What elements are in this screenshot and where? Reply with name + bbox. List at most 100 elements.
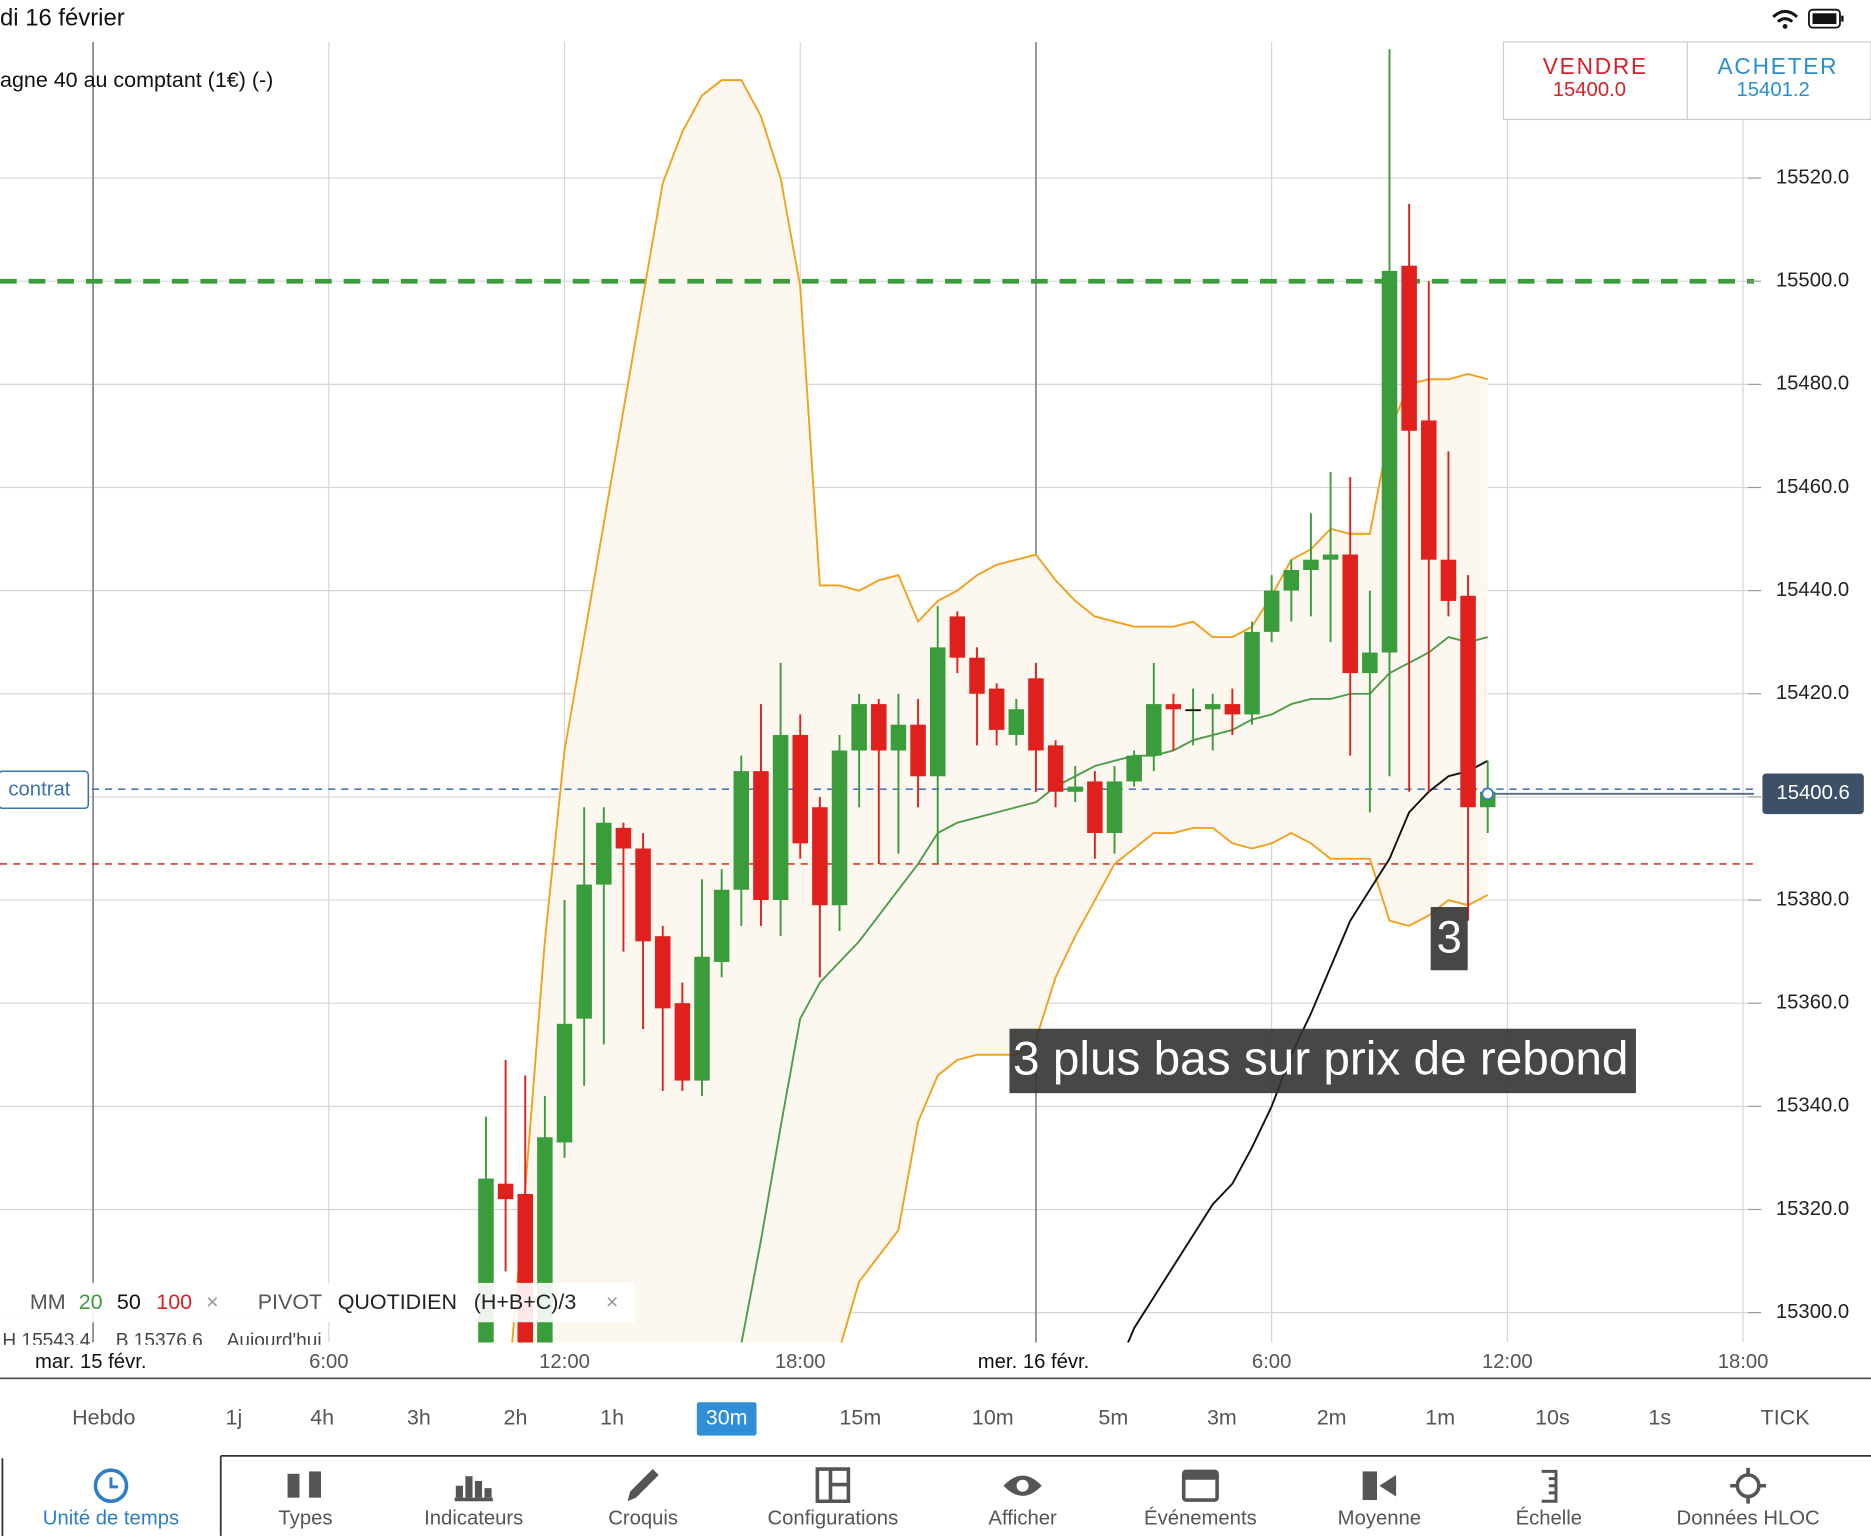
candle-body — [1362, 652, 1378, 674]
x-tick-label: 6:00 — [309, 1351, 348, 1373]
icon-shape — [1379, 1474, 1397, 1497]
x-tick-label: 12:00 — [1482, 1351, 1533, 1373]
icon-shape — [109, 1477, 119, 1489]
candle-body — [615, 827, 632, 849]
candle-body — [1440, 559, 1457, 601]
candle-body — [1244, 631, 1260, 715]
candle-body — [478, 1178, 494, 1343]
candle-body — [772, 735, 789, 901]
timeframe-button[interactable]: 4h — [310, 1406, 334, 1430]
candle-body — [812, 807, 828, 906]
candle-body — [733, 771, 750, 890]
candle-body — [654, 936, 671, 1009]
timeframe-button[interactable]: TICK — [1761, 1406, 1811, 1430]
timeframe-button[interactable]: 1h — [600, 1406, 624, 1430]
candle-body — [713, 889, 730, 962]
icon-shape — [1362, 1471, 1377, 1501]
icon-shape — [287, 1473, 300, 1498]
timeframe-button[interactable]: Hebdo — [72, 1406, 135, 1430]
toolbar-icon — [1362, 1471, 1397, 1501]
icon-shape — [1730, 1467, 1766, 1504]
candle-body — [1106, 781, 1123, 834]
candle-body — [1204, 704, 1221, 710]
timeframe-button[interactable]: 1m — [1425, 1406, 1455, 1430]
y-tick-label: 15460.0 — [1776, 476, 1849, 498]
toolbar-button[interactable]: Afficher — [988, 1508, 1057, 1530]
timeframe-button[interactable]: 10s — [1535, 1406, 1570, 1430]
buy-label[interactable]: ACHETER — [1718, 53, 1839, 79]
icon-shape — [627, 1469, 659, 1502]
toolbar-button[interactable]: Moyenne — [1338, 1508, 1421, 1530]
legend-item[interactable]: × — [606, 1290, 619, 1314]
pivot-info: H 15543.4 — [2, 1330, 90, 1351]
candle-body — [556, 1023, 573, 1143]
legend-item: 50 — [117, 1290, 141, 1314]
toolbar-button[interactable]: Données HLOC — [1677, 1508, 1820, 1530]
candle-body — [1283, 570, 1300, 591]
timeframe-button[interactable]: 1j — [226, 1406, 243, 1430]
toolbar: Unité de temps Types Indicateurs Croquis Con… — [43, 1467, 1820, 1530]
y-tick-label: 15420.0 — [1776, 682, 1849, 704]
candle-body — [674, 1003, 691, 1081]
timeframe-button[interactable]: 2h — [504, 1406, 528, 1430]
toolbar-button[interactable]: Croquis — [608, 1508, 678, 1530]
timeframe-button[interactable]: 1s — [1648, 1406, 1671, 1430]
timeframe-button[interactable]: 2m — [1317, 1406, 1347, 1430]
x-tick-label: 6:00 — [1252, 1351, 1291, 1373]
sell-price[interactable]: 15400.0 — [1553, 79, 1626, 101]
candle-body — [949, 616, 966, 658]
chart: 15300.0 15320.0 15340.0 15360.0 15380.0 15400… — [0, 41, 1864, 1351]
icon-shape — [455, 1485, 463, 1498]
annotation-text: 3 — [1437, 911, 1462, 962]
annotation-box — [1009, 1028, 1636, 1094]
y-tick-label: 15480.0 — [1776, 373, 1849, 395]
legend-item: PIVOT — [258, 1290, 322, 1314]
icon-shape — [815, 1467, 851, 1504]
candle-body — [890, 724, 907, 751]
candle-body — [1165, 704, 1182, 710]
pivot-info: B 15376.6 — [116, 1330, 203, 1351]
candle-body — [929, 647, 946, 777]
candle-body — [1381, 270, 1398, 653]
timeframe-button[interactable]: 3m — [1207, 1406, 1237, 1430]
quote-panel[interactable]: VENDRE 15400.0 ACHETER 15401.2 — [1502, 41, 1871, 121]
toolbar-selected-frame — [1, 1455, 222, 1536]
sell-label[interactable]: VENDRE — [1543, 53, 1648, 79]
legend-item: MM — [30, 1290, 66, 1314]
y-tick-label: 15520.0 — [1776, 166, 1849, 188]
y-tick-label: 15440.0 — [1776, 579, 1849, 601]
toolbar-button[interactable]: Types — [278, 1508, 332, 1530]
toolbar-button[interactable]: Indicateurs — [424, 1508, 523, 1530]
contract-tag[interactable] — [0, 770, 90, 810]
y-tick-label: 15320.0 — [1776, 1198, 1849, 1220]
toolbar-button[interactable]: Événements — [1144, 1507, 1257, 1530]
timeframe-selected-bg — [696, 1402, 757, 1436]
candle-body — [1303, 559, 1319, 571]
candle-body — [1087, 781, 1103, 834]
timeframe-button[interactable]: 5m — [1098, 1406, 1128, 1430]
candle-body — [1263, 590, 1280, 632]
last-price-tag — [1762, 773, 1864, 815]
candle-body — [1224, 704, 1241, 715]
y-tick-label: 15380.0 — [1776, 888, 1849, 910]
timeframe-button[interactable]: 30m — [706, 1406, 748, 1430]
legend-item: (H+B+C)/3 — [474, 1290, 577, 1314]
contract-label[interactable]: contrat — [8, 779, 70, 801]
toolbar-button[interactable]: Échelle — [1516, 1507, 1582, 1530]
candle-body — [831, 750, 848, 906]
legend-item: 100 — [156, 1290, 192, 1314]
last-point-marker — [1481, 787, 1494, 801]
bottom-bg — [0, 1344, 1871, 1536]
candle-body — [1047, 745, 1064, 792]
timeframe-button[interactable]: 10m — [972, 1406, 1014, 1430]
toolbar-button[interactable]: Configurations — [768, 1508, 899, 1530]
candle-body — [576, 884, 592, 1019]
toolbar-button[interactable]: Unité de temps — [43, 1508, 179, 1530]
icon-shape — [309, 1471, 321, 1498]
toolbar-icon — [1003, 1475, 1042, 1496]
timeframe-button[interactable]: 3h — [407, 1406, 431, 1430]
buy-price[interactable]: 15401.2 — [1737, 79, 1810, 101]
legend-item[interactable]: × — [206, 1290, 219, 1314]
timeframe-button[interactable]: 15m — [839, 1406, 881, 1430]
